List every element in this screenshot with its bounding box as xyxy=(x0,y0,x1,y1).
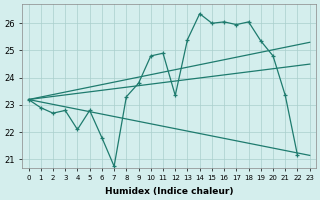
X-axis label: Humidex (Indice chaleur): Humidex (Indice chaleur) xyxy=(105,187,233,196)
